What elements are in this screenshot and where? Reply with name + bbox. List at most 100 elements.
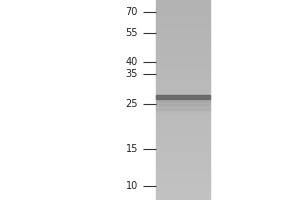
Bar	[156, 163, 210, 164]
Bar	[156, 32, 210, 33]
Bar	[156, 92, 210, 93]
Bar	[156, 117, 210, 118]
Bar	[156, 91, 210, 92]
Bar	[156, 38, 210, 39]
Bar	[156, 88, 210, 89]
Bar	[156, 165, 210, 166]
Bar	[156, 151, 210, 152]
Bar	[156, 148, 210, 149]
Bar	[156, 39, 210, 40]
Bar	[156, 108, 210, 109]
Bar	[156, 175, 210, 176]
Bar	[156, 131, 210, 132]
Bar	[156, 105, 210, 106]
Bar	[156, 153, 210, 154]
Bar	[156, 22, 210, 23]
Bar	[156, 145, 210, 146]
Bar	[156, 144, 210, 145]
Bar	[156, 160, 210, 161]
Bar	[156, 105, 210, 107]
Bar	[156, 5, 210, 6]
Bar	[156, 122, 210, 123]
Bar	[156, 162, 210, 163]
Bar	[156, 95, 210, 99]
Bar	[156, 169, 210, 170]
Bar	[156, 126, 210, 127]
Bar	[156, 45, 210, 46]
Bar	[156, 7, 210, 8]
Bar	[156, 181, 210, 182]
Bar	[156, 17, 210, 18]
Bar	[156, 14, 210, 15]
Text: 25: 25	[125, 99, 138, 109]
Bar	[156, 83, 210, 84]
Bar	[156, 157, 210, 158]
Bar	[156, 11, 210, 12]
Bar	[156, 78, 210, 79]
Bar	[156, 132, 210, 133]
Bar	[156, 128, 210, 129]
Bar	[156, 13, 210, 14]
Bar	[156, 33, 210, 34]
Bar	[156, 182, 210, 183]
Bar	[156, 142, 210, 143]
Bar	[156, 109, 210, 110]
Bar	[156, 57, 210, 58]
Bar	[156, 197, 210, 198]
Bar	[156, 16, 210, 17]
Bar	[156, 82, 210, 83]
Bar	[156, 136, 210, 137]
Bar	[156, 84, 210, 85]
Bar	[156, 12, 210, 13]
Bar	[156, 184, 210, 185]
Bar	[156, 180, 210, 181]
Bar	[156, 135, 210, 136]
Bar	[156, 141, 210, 142]
Bar	[156, 6, 210, 7]
Bar	[156, 97, 210, 98]
Bar	[156, 55, 210, 56]
Bar	[156, 137, 210, 138]
Bar	[156, 178, 210, 179]
Bar	[156, 186, 210, 187]
Bar	[156, 73, 210, 74]
Bar	[156, 77, 210, 78]
Bar	[156, 113, 210, 114]
Bar	[156, 127, 210, 128]
Bar	[156, 42, 210, 43]
Bar	[156, 21, 210, 22]
Bar	[156, 123, 210, 124]
Bar	[156, 170, 210, 171]
Bar	[156, 40, 210, 41]
Bar	[156, 24, 210, 25]
Bar	[156, 94, 210, 95]
Bar	[156, 121, 210, 122]
Bar	[156, 89, 210, 90]
Bar	[156, 146, 210, 147]
Bar	[156, 31, 210, 32]
Bar	[156, 30, 210, 31]
Bar	[156, 196, 210, 197]
Bar	[156, 168, 210, 169]
Bar	[156, 179, 210, 180]
Bar	[156, 192, 210, 193]
Bar	[156, 99, 210, 100]
Bar	[156, 130, 210, 131]
Bar	[156, 109, 210, 110]
Text: 15: 15	[126, 144, 138, 154]
Bar	[156, 143, 210, 144]
Bar	[156, 0, 210, 1]
Bar	[156, 110, 210, 111]
Bar	[156, 124, 210, 125]
Bar	[156, 110, 210, 112]
Bar	[156, 66, 210, 67]
Bar	[156, 10, 210, 11]
Bar	[156, 25, 210, 26]
Bar	[156, 189, 210, 190]
Bar	[156, 174, 210, 175]
Bar	[156, 103, 210, 104]
Bar	[156, 65, 210, 66]
Bar	[156, 149, 210, 150]
Bar	[156, 102, 210, 104]
Bar	[156, 44, 210, 45]
